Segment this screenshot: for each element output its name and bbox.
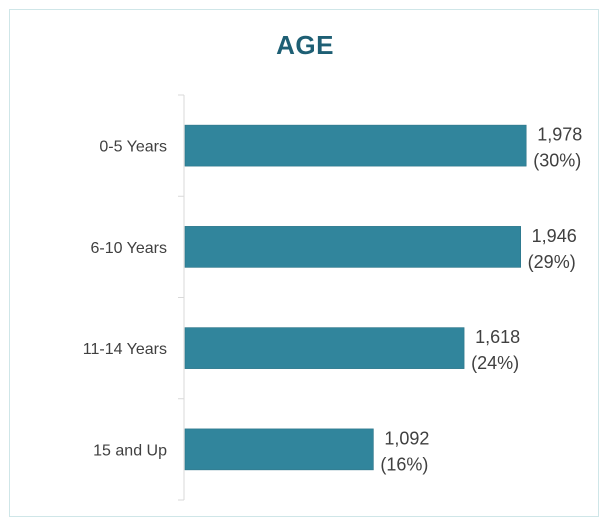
category-label: 15 and Up <box>93 442 167 459</box>
value-label: 1,092 <box>384 428 429 448</box>
bar <box>184 327 465 369</box>
value-label: 1,618 <box>475 327 520 347</box>
bar <box>184 428 374 471</box>
category-label: 0-5 Years <box>99 139 167 156</box>
bars-layer <box>184 124 527 471</box>
bar <box>184 124 527 167</box>
axis-layer <box>178 94 185 501</box>
value-label: 1,978 <box>537 125 582 145</box>
value-label: 1,946 <box>532 226 577 246</box>
chart-title: AGE <box>276 30 334 60</box>
category-label: 6-10 Years <box>90 240 167 257</box>
category-label: 11-14 Years <box>83 341 167 358</box>
labels-layer: 0-5 Years 1,978 (30%) 6-10 Years 1,946 (29%) 1… <box>83 125 582 475</box>
percent-label: (16%) <box>380 454 428 474</box>
percent-label: (30%) <box>533 151 581 171</box>
percent-label: (24%) <box>471 353 519 373</box>
percent-label: (29%) <box>528 252 576 272</box>
bar <box>184 226 521 268</box>
